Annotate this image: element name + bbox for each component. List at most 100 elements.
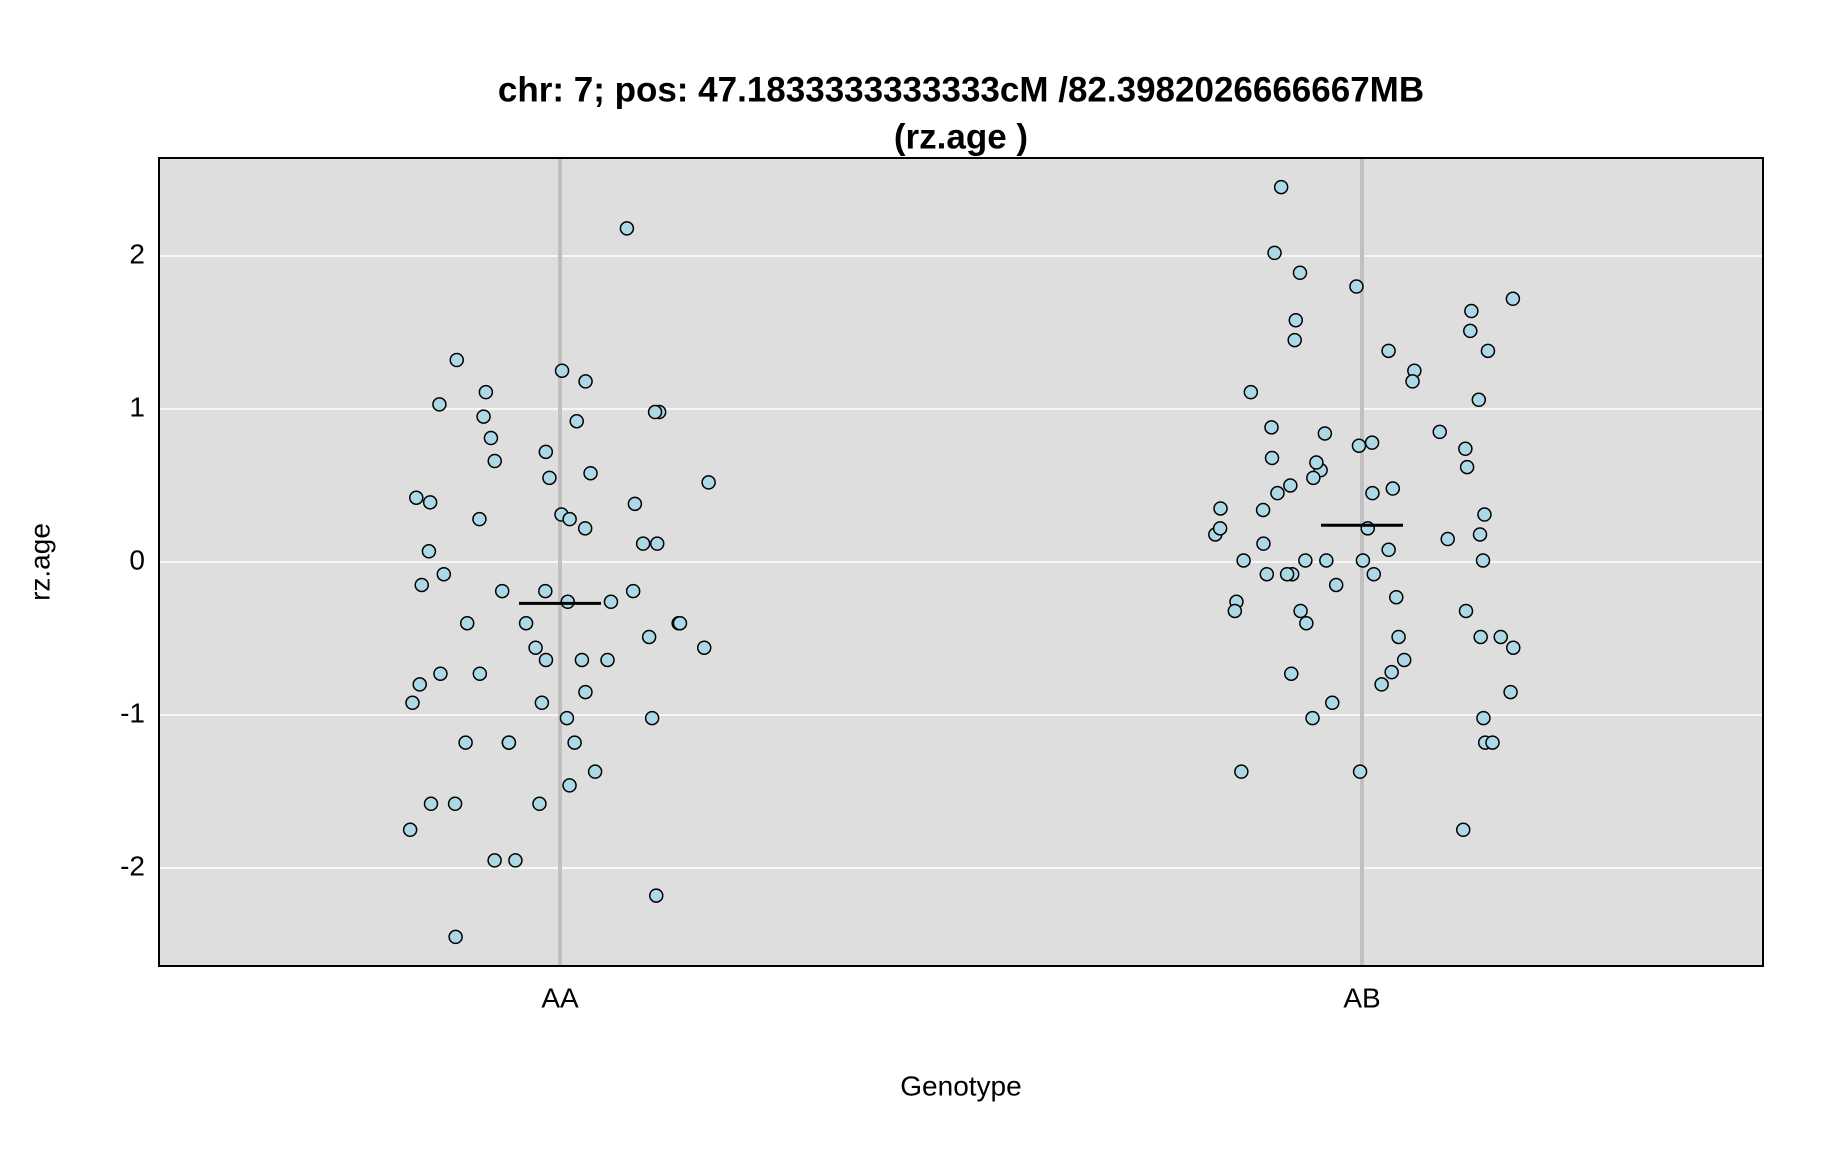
- point: [432, 397, 447, 412]
- point: [574, 652, 590, 668]
- point: [1351, 438, 1367, 453]
- point: [1458, 603, 1474, 619]
- point: [578, 684, 593, 700]
- point: [458, 735, 473, 750]
- point: [619, 221, 635, 236]
- point: [1288, 312, 1304, 328]
- point: [1267, 245, 1282, 261]
- point: [1476, 710, 1491, 726]
- point: [583, 465, 598, 481]
- point: [1485, 735, 1500, 750]
- point: [423, 796, 439, 812]
- point: [542, 470, 557, 486]
- point: [532, 796, 547, 812]
- point: [1355, 553, 1371, 568]
- point: [447, 796, 463, 812]
- point: [1505, 291, 1521, 307]
- chart-title: chr: 7; pos: 47.1833333333333cM /82.3982…: [498, 70, 1424, 109]
- point: [1349, 279, 1364, 294]
- point: [1243, 384, 1259, 400]
- point: [647, 404, 663, 420]
- point: [472, 511, 487, 527]
- y-axis-label: rz.age: [24, 523, 55, 601]
- point: [1309, 455, 1324, 470]
- point: [701, 475, 716, 490]
- point: [1405, 374, 1420, 389]
- point: [578, 374, 593, 389]
- point: [1432, 424, 1447, 440]
- point: [1255, 502, 1271, 518]
- point: [603, 594, 619, 610]
- y-tick-label: 1: [129, 391, 145, 422]
- point: [1317, 426, 1333, 441]
- chart-title: (rz.age ): [894, 117, 1028, 156]
- point: [501, 735, 517, 750]
- point: [648, 888, 664, 903]
- point: [1440, 531, 1455, 547]
- point: [1213, 501, 1228, 516]
- point: [1463, 323, 1478, 339]
- point: [476, 409, 491, 424]
- point: [1374, 677, 1389, 692]
- point: [1287, 332, 1302, 348]
- point: [414, 577, 429, 593]
- point: [487, 453, 502, 469]
- point: [1236, 553, 1251, 568]
- point: [1471, 392, 1487, 408]
- point: [483, 430, 499, 446]
- point: [538, 444, 554, 460]
- point: [1284, 666, 1299, 681]
- point: [1264, 450, 1280, 466]
- point: [494, 583, 510, 599]
- point: [1328, 577, 1344, 593]
- point: [436, 566, 452, 582]
- point: [577, 521, 593, 536]
- point: [560, 594, 575, 610]
- point: [412, 677, 427, 692]
- point: [1298, 553, 1313, 568]
- point: [478, 384, 494, 400]
- point: [1264, 420, 1279, 435]
- point: [1384, 664, 1399, 680]
- point: [672, 615, 688, 631]
- point: [433, 666, 448, 681]
- point: [1473, 629, 1488, 645]
- point: [1396, 652, 1412, 668]
- point: [627, 496, 643, 512]
- point: [1299, 615, 1314, 631]
- point: [449, 352, 465, 368]
- y-tick-label: 2: [129, 238, 145, 269]
- point: [1259, 566, 1275, 582]
- y-tick-label: -2: [120, 850, 145, 881]
- plot-border: [158, 157, 1764, 967]
- point: [1325, 695, 1340, 711]
- point: [538, 652, 554, 668]
- point: [518, 615, 534, 631]
- point: [1381, 343, 1396, 359]
- point: [528, 640, 543, 655]
- point: [1458, 441, 1473, 457]
- point: [635, 536, 651, 551]
- point: [1212, 521, 1228, 536]
- point: [562, 778, 577, 793]
- point: [1455, 822, 1471, 838]
- point: [1292, 265, 1308, 281]
- point: [567, 735, 582, 750]
- point: [1365, 485, 1380, 501]
- point: [559, 710, 575, 726]
- point: [405, 695, 420, 711]
- point: [534, 695, 550, 711]
- point: [1503, 684, 1518, 700]
- point: [625, 583, 641, 599]
- point: [1352, 764, 1368, 779]
- point: [587, 764, 603, 779]
- point: [569, 413, 584, 429]
- point: [1306, 470, 1321, 486]
- point: [1364, 435, 1380, 450]
- point: [459, 615, 475, 631]
- point: [1256, 536, 1271, 551]
- y-tick-label: -1: [120, 697, 145, 728]
- point: [1283, 478, 1298, 493]
- point: [1475, 553, 1491, 568]
